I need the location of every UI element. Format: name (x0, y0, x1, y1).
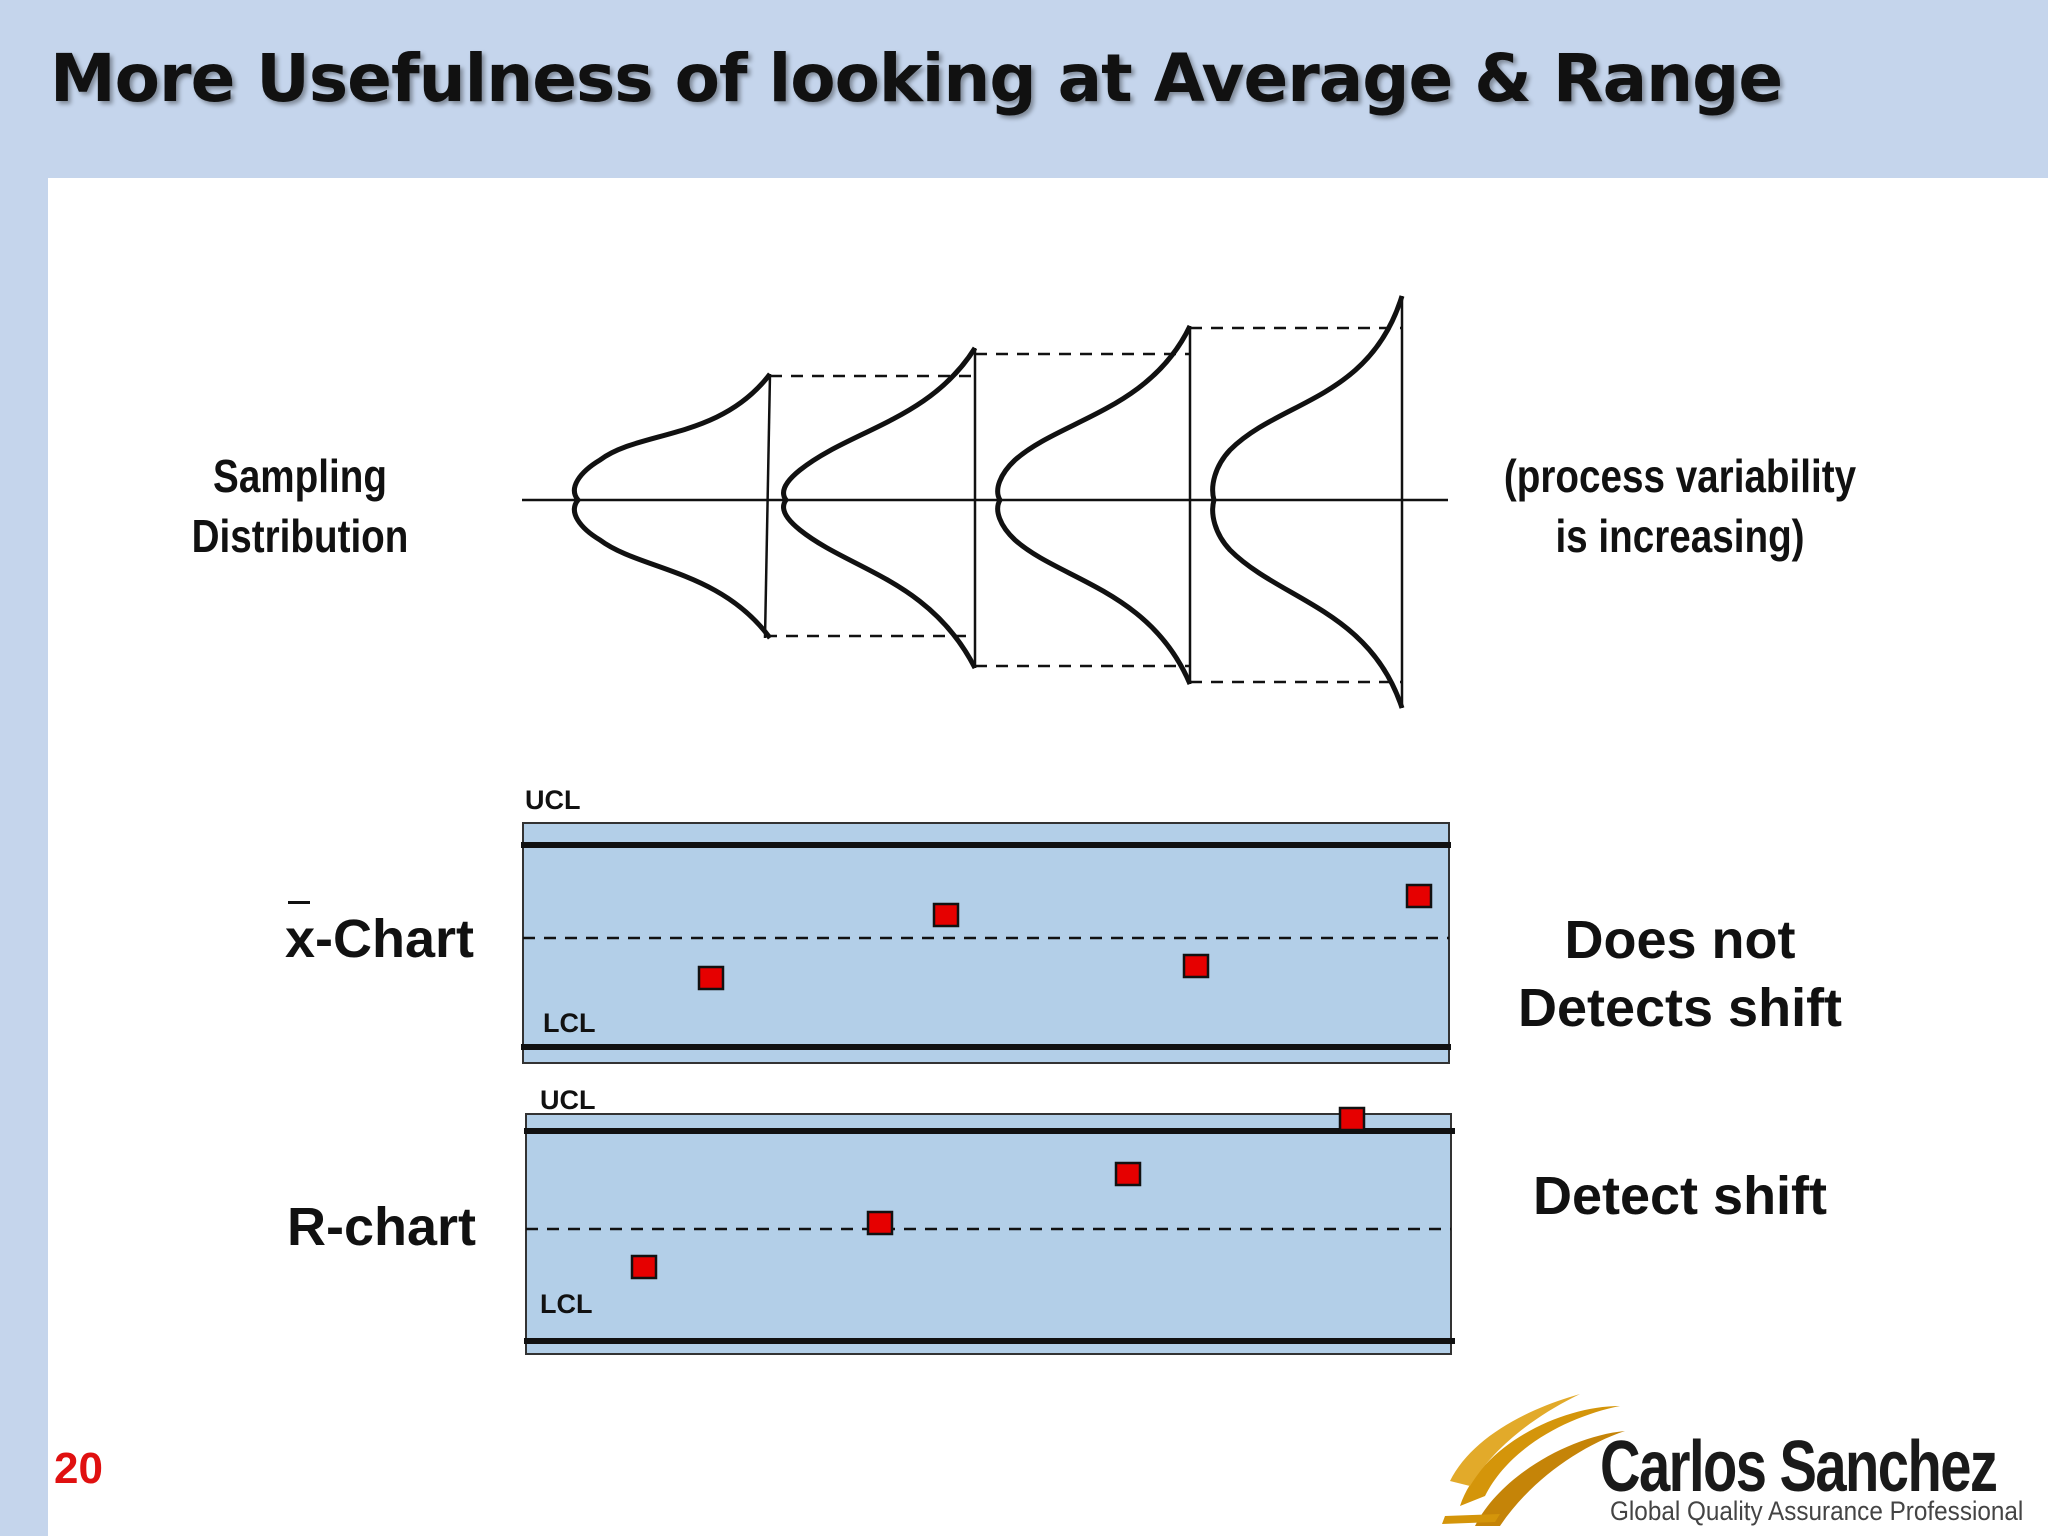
logo-swoosh-icon (1442, 1394, 1625, 1526)
r-lcl-label: LCL (540, 1289, 593, 1319)
xbar-verdict-line1: Does not (1564, 910, 1796, 970)
variability-note-line1: (process variability (1503, 450, 1857, 502)
variability-note: (process variability is increasing) (1440, 446, 1920, 566)
logo: Carlos Sanchez Global Quality Assurance … (1440, 1386, 2040, 1536)
r-ucl-label: UCL (540, 1085, 596, 1115)
logo-tagline: Global Quality Assurance Professional (1610, 1496, 2024, 1526)
xbar-ucl-label: UCL (525, 785, 581, 815)
xbar-verdict: Does not Detects shift (1460, 906, 1900, 1042)
xbar-symbol: x (285, 901, 316, 969)
sampling-label-line1: Sampling (213, 450, 387, 502)
r-verdict: Detect shift (1532, 1166, 1828, 1226)
xbar-chart-label: x-Chart (285, 901, 475, 970)
xbar-chart-label-text: -Chart (315, 909, 475, 969)
logo-name: Carlos Sanchez (1600, 1427, 1998, 1507)
sampling-distribution-label: Sampling Distribution (120, 446, 480, 566)
variability-note-line2: is increasing) (1555, 510, 1805, 562)
xbar-lcl-label: LCL (543, 1008, 596, 1038)
content-area (48, 178, 2048, 1536)
xbar-verdict-line2: Detects shift (1517, 978, 1843, 1038)
slide-title: More Usefulness of looking at Average & … (50, 40, 1783, 117)
sampling-label-line2: Distribution (191, 510, 409, 562)
slide-number: 20 (54, 1444, 103, 1493)
r-chart-label: R-chart (287, 1197, 477, 1257)
